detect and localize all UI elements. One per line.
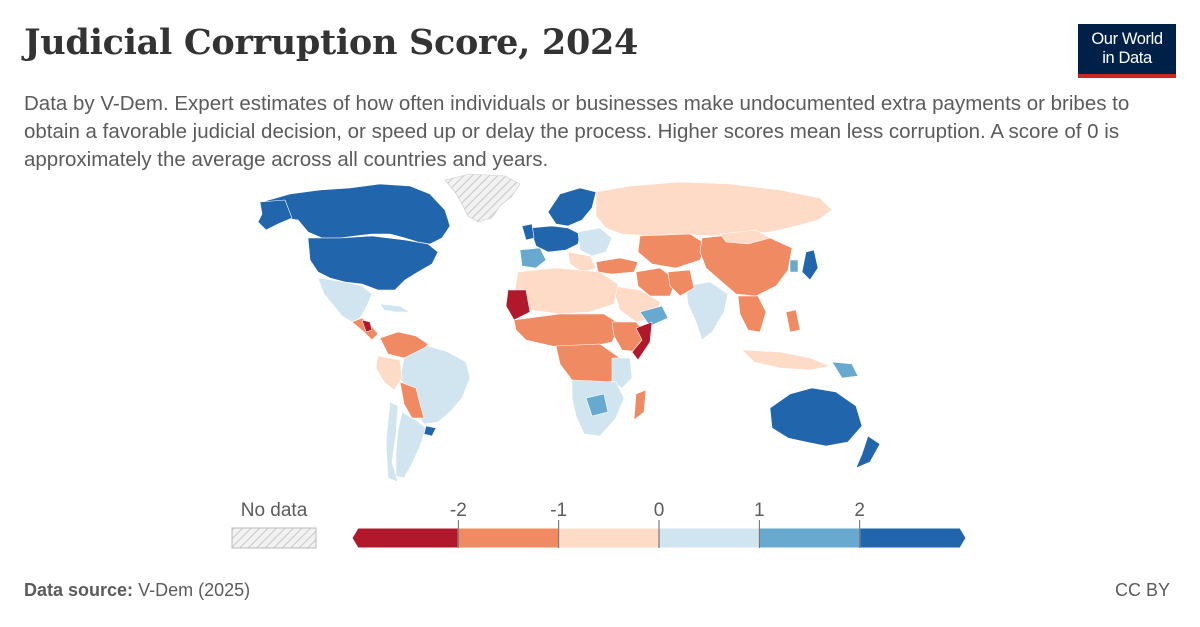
alaska[interactable]: [257, 199, 293, 231]
sahel-west-africa[interactable]: [513, 313, 621, 349]
legend-bin: [758, 527, 861, 549]
legend-tick-label: 2: [854, 500, 865, 521]
world-map[interactable]: [0, 172, 1200, 490]
australia[interactable]: [769, 387, 863, 447]
legend-ticks: -2 -1 0 1 2: [450, 500, 865, 548]
balkans[interactable]: [567, 251, 597, 273]
japan[interactable]: [801, 249, 819, 281]
legend-bin: [859, 527, 967, 549]
chile[interactable]: [385, 401, 399, 483]
uruguay[interactable]: [423, 425, 437, 437]
mauritania-western-sahara[interactable]: [505, 289, 531, 321]
peru[interactable]: [375, 355, 403, 391]
legend-bins: [351, 527, 967, 549]
central-asia[interactable]: [637, 233, 707, 269]
eastern-europe[interactable]: [577, 227, 613, 257]
legend-tick-label: 0: [654, 500, 665, 521]
iberia[interactable]: [519, 247, 547, 269]
new-zealand[interactable]: [855, 435, 881, 469]
legend-tick-label: 1: [754, 500, 765, 521]
data-source-label: Data source:: [24, 580, 134, 600]
korea[interactable]: [789, 259, 799, 273]
legend-tick-label: -1: [550, 500, 567, 521]
no-data-swatch: [231, 527, 317, 549]
indonesia[interactable]: [741, 349, 831, 371]
legend-bin: [558, 527, 660, 549]
mongolia[interactable]: [719, 229, 771, 245]
philippines[interactable]: [785, 309, 801, 333]
license[interactable]: CC BY: [1114, 580, 1170, 600]
central-africa[interactable]: [555, 343, 621, 387]
caribbean[interactable]: [379, 303, 411, 313]
papua-new-guinea[interactable]: [831, 361, 859, 379]
zambia-zimbabwe[interactable]: [585, 393, 609, 417]
somalia[interactable]: [631, 321, 653, 361]
data-source-value[interactable]: V-Dem (2025): [138, 580, 251, 600]
united-states[interactable]: [307, 235, 439, 291]
chart-subtitle: Data by V-Dem. Expert estimates of how o…: [24, 92, 1130, 171]
greenland[interactable]: [444, 173, 521, 223]
no-data-label: No data: [241, 500, 308, 521]
data-source: Data source: V-Dem (2025): [24, 580, 250, 601]
logo-line-1: Our World: [1091, 30, 1163, 48]
madagascar[interactable]: [633, 389, 647, 421]
canada[interactable]: [261, 183, 451, 245]
chart-title: Judicial Corruption Score, 2024: [24, 22, 639, 63]
mexico[interactable]: [317, 277, 373, 323]
russia[interactable]: [595, 181, 833, 237]
india[interactable]: [685, 281, 729, 341]
legend-tick-label: -2: [450, 500, 467, 521]
pakistan-afghanistan[interactable]: [667, 269, 695, 297]
uk[interactable]: [521, 223, 535, 241]
oman-yemen[interactable]: [639, 305, 669, 327]
legend-bin: [457, 527, 560, 549]
nicaragua[interactable]: [361, 319, 373, 333]
legend-bin: [351, 527, 459, 549]
scandinavia[interactable]: [547, 187, 597, 227]
north-africa[interactable]: [513, 267, 619, 315]
argentina[interactable]: [395, 411, 427, 479]
logo-line-2: in Data: [1102, 49, 1152, 67]
bolivia-paraguay[interactable]: [399, 381, 425, 419]
southeast-asia[interactable]: [737, 295, 767, 333]
east-africa[interactable]: [611, 357, 633, 389]
turkey-caucasus[interactable]: [595, 257, 639, 275]
color-legend: No data -2 -1 0 1 2: [231, 500, 967, 549]
iran[interactable]: [635, 267, 677, 297]
legend-bin: [658, 527, 760, 549]
owid-logo[interactable]: Our World in Data: [1078, 24, 1176, 78]
